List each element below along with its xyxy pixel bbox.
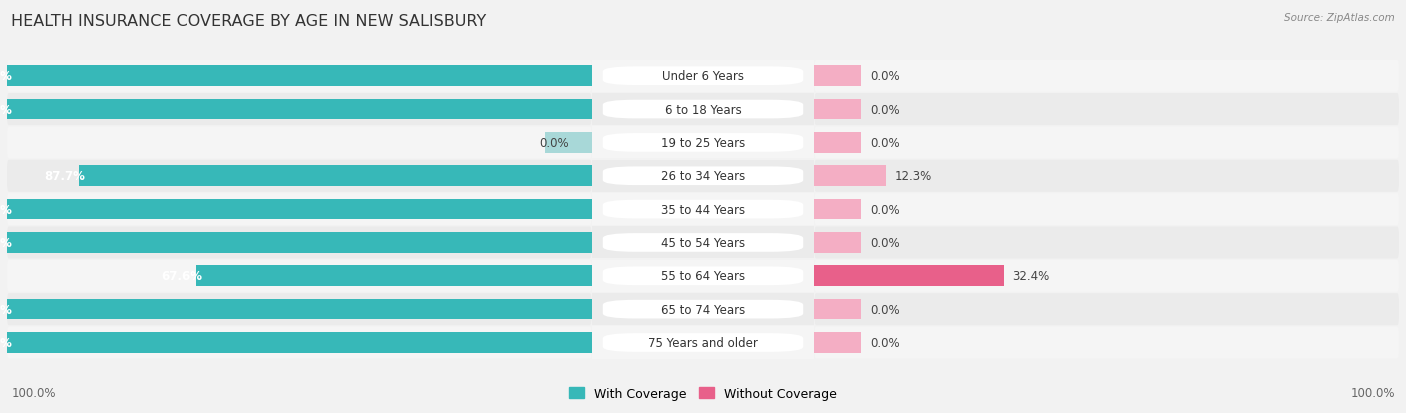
Text: Under 6 Years: Under 6 Years	[662, 70, 744, 83]
FancyBboxPatch shape	[814, 293, 1399, 325]
Bar	[814, 133, 860, 153]
Bar	[814, 299, 860, 320]
Bar	[592, 293, 814, 325]
Bar	[7, 66, 592, 87]
FancyBboxPatch shape	[603, 300, 803, 319]
FancyBboxPatch shape	[603, 134, 803, 152]
FancyBboxPatch shape	[7, 94, 592, 126]
Bar	[7, 199, 592, 220]
FancyBboxPatch shape	[7, 260, 592, 292]
Bar	[7, 299, 592, 320]
FancyBboxPatch shape	[7, 194, 592, 225]
FancyBboxPatch shape	[814, 327, 1399, 358]
FancyBboxPatch shape	[814, 127, 1399, 159]
Bar	[592, 327, 814, 358]
Text: 0.0%: 0.0%	[870, 103, 900, 116]
Text: 32.4%: 32.4%	[1012, 270, 1050, 282]
FancyBboxPatch shape	[7, 127, 592, 159]
Text: 0.0%: 0.0%	[870, 336, 900, 349]
FancyBboxPatch shape	[7, 327, 592, 358]
FancyBboxPatch shape	[603, 67, 803, 86]
Text: 6 to 18 Years: 6 to 18 Years	[665, 103, 741, 116]
FancyBboxPatch shape	[7, 160, 592, 192]
FancyBboxPatch shape	[814, 260, 1399, 292]
Bar	[814, 199, 860, 220]
FancyBboxPatch shape	[814, 94, 1399, 126]
Bar	[592, 260, 814, 292]
Text: 65 to 74 Years: 65 to 74 Years	[661, 303, 745, 316]
Bar	[592, 160, 814, 192]
FancyBboxPatch shape	[603, 167, 803, 186]
Bar	[197, 266, 592, 287]
Text: 100.0%: 100.0%	[0, 336, 13, 349]
Bar	[814, 266, 1004, 287]
FancyBboxPatch shape	[814, 61, 1399, 93]
Text: 0.0%: 0.0%	[870, 203, 900, 216]
Text: HEALTH INSURANCE COVERAGE BY AGE IN NEW SALISBURY: HEALTH INSURANCE COVERAGE BY AGE IN NEW …	[11, 14, 486, 29]
Text: 100.0%: 100.0%	[11, 386, 56, 399]
Text: 100.0%: 100.0%	[1350, 386, 1395, 399]
FancyBboxPatch shape	[603, 234, 803, 252]
Text: 12.3%: 12.3%	[896, 170, 932, 183]
Bar	[592, 127, 814, 159]
Bar	[7, 100, 592, 120]
Bar	[814, 332, 860, 353]
Text: 0.0%: 0.0%	[870, 70, 900, 83]
Bar	[546, 133, 592, 153]
FancyBboxPatch shape	[814, 160, 1399, 192]
FancyBboxPatch shape	[7, 293, 592, 325]
Text: 67.6%: 67.6%	[162, 270, 202, 282]
Bar	[7, 332, 592, 353]
Text: 0.0%: 0.0%	[870, 137, 900, 150]
FancyBboxPatch shape	[603, 200, 803, 219]
Text: 100.0%: 100.0%	[0, 236, 13, 249]
FancyBboxPatch shape	[603, 333, 803, 352]
Bar	[592, 61, 814, 93]
Bar	[592, 227, 814, 259]
Legend: With Coverage, Without Coverage: With Coverage, Without Coverage	[564, 382, 842, 405]
FancyBboxPatch shape	[603, 267, 803, 285]
Bar	[814, 100, 860, 120]
Bar	[592, 94, 814, 126]
Text: 0.0%: 0.0%	[870, 236, 900, 249]
Text: 0.0%: 0.0%	[870, 303, 900, 316]
Text: 35 to 44 Years: 35 to 44 Years	[661, 203, 745, 216]
FancyBboxPatch shape	[603, 100, 803, 119]
Bar	[814, 66, 860, 87]
Text: 100.0%: 100.0%	[0, 103, 13, 116]
FancyBboxPatch shape	[7, 227, 592, 259]
Text: 26 to 34 Years: 26 to 34 Years	[661, 170, 745, 183]
FancyBboxPatch shape	[7, 61, 592, 93]
Text: 0.0%: 0.0%	[538, 137, 568, 150]
Bar	[592, 194, 814, 225]
Text: 100.0%: 100.0%	[0, 70, 13, 83]
FancyBboxPatch shape	[814, 227, 1399, 259]
Bar	[814, 233, 860, 253]
FancyBboxPatch shape	[814, 194, 1399, 225]
Text: 45 to 54 Years: 45 to 54 Years	[661, 236, 745, 249]
Bar	[7, 233, 592, 253]
Text: 100.0%: 100.0%	[0, 303, 13, 316]
Text: 87.7%: 87.7%	[44, 170, 84, 183]
Text: 55 to 64 Years: 55 to 64 Years	[661, 270, 745, 282]
Text: Source: ZipAtlas.com: Source: ZipAtlas.com	[1284, 13, 1395, 23]
Bar	[814, 166, 886, 187]
Text: 100.0%: 100.0%	[0, 203, 13, 216]
Text: 19 to 25 Years: 19 to 25 Years	[661, 137, 745, 150]
Bar	[79, 166, 592, 187]
Text: 75 Years and older: 75 Years and older	[648, 336, 758, 349]
